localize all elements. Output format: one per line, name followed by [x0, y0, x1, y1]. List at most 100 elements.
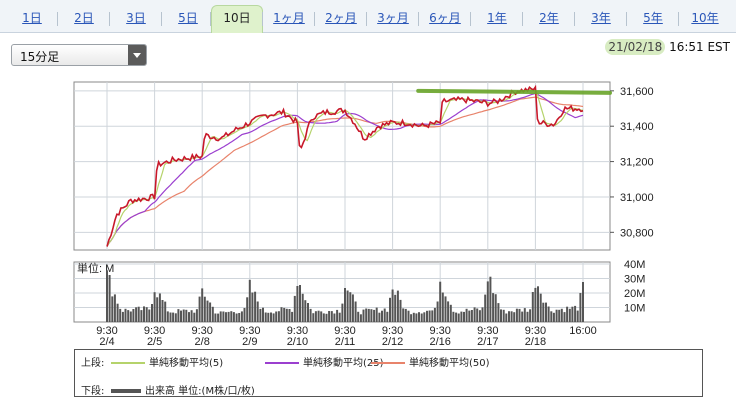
tab-period-13[interactable]: 10年 [691, 11, 719, 25]
volume-bar [473, 307, 476, 322]
volume-bar [267, 312, 270, 322]
legend-ma5-label: 単純移動平均(5) [149, 358, 224, 369]
volume-bar [132, 309, 135, 322]
tab-period-2[interactable]: 3日 [126, 11, 146, 25]
volume-bar [394, 294, 397, 322]
volume-bar [351, 294, 354, 322]
volume-bar [314, 311, 317, 322]
interval-select[interactable]: 15分足 [11, 44, 147, 66]
volume-bar [259, 308, 262, 322]
legend-upper-label: 上段: [81, 358, 105, 369]
legend-volume: 出来高 単位:(M株/口/枚) [111, 382, 255, 397]
volume-bar [156, 297, 159, 322]
date-tick-label: 2/8 [195, 336, 210, 348]
tab-period-10[interactable]: 2年 [539, 11, 559, 25]
volume-bar [222, 311, 225, 322]
volume-bar [447, 301, 450, 322]
time-tick-label: 16:00 [569, 325, 597, 337]
volume-bar [143, 306, 145, 322]
date-tick-label: 2/17 [477, 336, 498, 348]
tab-period-7[interactable]: 3ヶ月 [377, 11, 409, 25]
volume-bar [285, 308, 288, 322]
volume-unit-label: 単位: M [77, 261, 114, 275]
volume-bar [195, 309, 198, 322]
volume-bar [489, 276, 492, 322]
volume-bar [190, 310, 193, 322]
volume-bar [106, 270, 108, 322]
tab-period-11[interactable]: 3年 [591, 11, 611, 25]
price-chart: 31,60031,40031,20031,00030,8009:302/49:3… [73, 81, 654, 348]
volume-bar [296, 286, 299, 322]
volume-bar [463, 311, 465, 322]
time-tick-label: 9:30 [382, 325, 403, 337]
volume-bar [275, 311, 278, 322]
tab-period-9[interactable]: 1年 [487, 11, 507, 25]
volume-bar [386, 311, 389, 322]
volume-bar [373, 309, 376, 322]
volume-bar [225, 312, 227, 322]
date-tick-label: 2/16 [429, 336, 450, 348]
volume-bar [560, 308, 563, 322]
tab-period-3[interactable]: 5日 [178, 11, 198, 25]
volume-bar [389, 297, 391, 322]
tab-separator [574, 12, 575, 26]
volume-bar [301, 293, 304, 322]
price-tick-label: 31,600 [620, 86, 654, 98]
volume-bar [486, 281, 489, 322]
volume-bar [180, 310, 182, 322]
volume-bar [494, 294, 497, 322]
tab-period-5[interactable]: 1ヶ月 [273, 11, 305, 25]
volume-bar [161, 300, 164, 322]
volume-bar [243, 308, 246, 322]
volume-bar [439, 281, 442, 322]
volume-bar [121, 311, 124, 322]
legend-lower-label: 下段: [81, 386, 105, 397]
volume-bar [270, 312, 272, 322]
volume-bar [568, 308, 571, 322]
volume-bar [550, 311, 553, 322]
tab-separator [366, 12, 367, 26]
volume-bar [465, 308, 468, 322]
volume-bar [322, 313, 325, 322]
dropdown-arrow-icon[interactable] [128, 45, 146, 65]
time-tick-label: 9:30 [287, 325, 308, 337]
tab-period-0[interactable]: 1日 [22, 11, 42, 25]
date-tick-label: 2/18 [525, 336, 546, 348]
volume-tick-label: 10M [624, 303, 645, 315]
volume-bar [254, 291, 257, 322]
volume-bar [521, 311, 524, 322]
tab-period-6[interactable]: 2ヶ月 [325, 11, 357, 25]
volume-bar [354, 301, 357, 322]
volume-bar [230, 311, 233, 322]
tab-period-4[interactable]: 10日 [211, 5, 263, 33]
volume-bar [574, 305, 577, 322]
volume-bar [436, 301, 439, 322]
legend-lower-row: 下段: [81, 382, 104, 397]
time-tick-label: 9:30 [525, 325, 546, 337]
volume-bar [531, 292, 534, 322]
tab-separator [314, 12, 315, 26]
legend-upper-row: 上段: [81, 354, 104, 369]
legend-volume-label: 出来高 単位:(M株/口/枚) [145, 386, 255, 397]
volume-bar [320, 311, 323, 322]
chart-legend: 上段: 単純移動平均(5) 単純移動平均(25) 単純移動平均(50) 下段: … [74, 349, 703, 397]
volume-bar [375, 307, 378, 322]
volume-bar [500, 309, 502, 322]
volume-bar [119, 308, 122, 322]
volume-bar [214, 313, 217, 322]
volume-bar [291, 311, 294, 322]
tab-period-1[interactable]: 2日 [74, 11, 94, 25]
volume-bar [166, 311, 169, 322]
price-tick-label: 31,200 [620, 157, 654, 169]
tab-period-12[interactable]: 5年 [643, 11, 663, 25]
volume-bar [571, 306, 574, 322]
volume-bar [399, 299, 402, 322]
volume-bar [280, 307, 283, 322]
tab-separator [109, 12, 110, 26]
volume-bar [415, 313, 418, 322]
volume-bar [227, 311, 230, 322]
tab-period-8[interactable]: 6ヶ月 [429, 11, 461, 25]
volume-bar [201, 288, 204, 322]
volume-bar [288, 309, 291, 322]
volume-bar [412, 312, 415, 322]
